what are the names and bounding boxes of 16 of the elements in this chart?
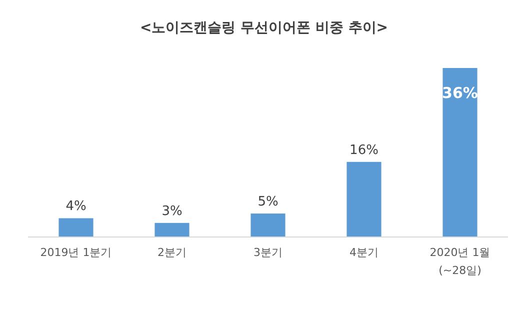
x-tick-label: 2분기 (158, 246, 186, 259)
chart-title: <노이즈캔슬링 무선이어폰 비중 추이> (140, 20, 388, 36)
x-tick-label: 4분기 (350, 246, 378, 259)
x-tick-label: 2019년 1분기 (40, 246, 112, 259)
bar (346, 162, 382, 237)
bar (442, 68, 478, 237)
bar (154, 222, 190, 237)
bar (58, 218, 94, 237)
data-label: 36% (442, 84, 478, 102)
bar (250, 214, 286, 237)
data-label: 4% (66, 199, 86, 214)
data-label: 5% (258, 194, 278, 210)
x-tick-label: 3분기 (254, 246, 282, 259)
data-label: 3% (162, 204, 182, 219)
x-tick-label: 2020년 1월 (~28일) (430, 246, 490, 277)
data-label: 16% (350, 142, 378, 158)
